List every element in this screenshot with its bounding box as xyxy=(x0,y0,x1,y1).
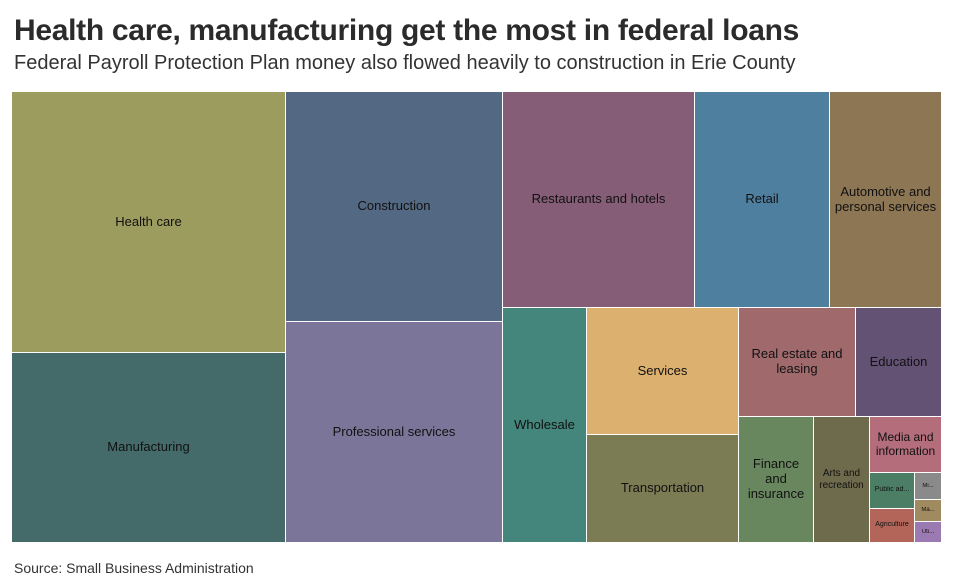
treemap-tile-restaurants-and-hotels: Restaurants and hotels xyxy=(503,92,695,308)
treemap-tile-label: Arts and recreation xyxy=(819,468,864,491)
treemap-tile-uti: Uti... xyxy=(915,522,942,543)
treemap-tile-label: Agriculture xyxy=(875,521,909,529)
treemap-tile-label: Real estate and leasing xyxy=(751,347,843,376)
treemap-tile-wholesale: Wholesale xyxy=(503,308,587,543)
treemap-tile-label: Wholesale xyxy=(514,417,575,432)
treemap-tile-label: Services xyxy=(637,363,688,378)
treemap-tile-services: Services xyxy=(587,308,739,435)
treemap-tile-retail: Retail xyxy=(695,92,830,308)
treemap-tile-label: Ma... xyxy=(921,507,935,514)
treemap-tile-professional-services: Professional services xyxy=(286,322,503,543)
treemap-tile-label: Restaurants and hotels xyxy=(531,192,666,207)
treemap-tile-label: Automotive and personal services xyxy=(834,184,937,214)
treemap-tile-label: Health care xyxy=(115,214,182,229)
treemap-tile-label: Education xyxy=(869,354,928,369)
treemap-tile-label: Uti... xyxy=(921,528,935,535)
treemap-tile-label: Transportation xyxy=(620,481,705,496)
chart-subtitle: Federal Payroll Protection Plan money al… xyxy=(14,52,796,74)
treemap-tile-label: Manufacturing xyxy=(107,440,190,455)
treemap-tile-transportation: Transportation xyxy=(587,435,739,543)
treemap-tile-finance-and-insurance: Finance and insurance xyxy=(739,417,814,543)
treemap-tile-label: Public ad... xyxy=(874,486,910,494)
treemap-tile-real-estate-and-leasing: Real estate and leasing xyxy=(739,308,856,417)
treemap-tile-construction: Construction xyxy=(286,92,503,322)
treemap-tile-agriculture: Agriculture xyxy=(870,509,915,543)
source-note: Source: Small Business Administration xyxy=(14,560,254,576)
treemap-tile-mi: Mi... xyxy=(915,473,942,500)
treemap-tile-manufacturing: Manufacturing xyxy=(12,353,286,543)
treemap-tile-arts-and-recreation: Arts and recreation xyxy=(814,417,870,543)
treemap-tile-label: Finance and insurance xyxy=(747,457,805,501)
treemap-tile-label: Construction xyxy=(357,199,431,214)
treemap-tile-media-and-information: Media and information xyxy=(870,417,942,473)
chart-title: Health care, manufacturing get the most … xyxy=(14,14,800,47)
treemap-tile-label: Media and information xyxy=(875,430,936,458)
treemap-tile-education: Education xyxy=(856,308,942,417)
treemap-tile-public-ad: Public ad... xyxy=(870,473,915,509)
treemap-tile-health-care: Health care xyxy=(12,92,286,353)
treemap-tile-label: Mi... xyxy=(922,482,934,489)
treemap-tile-automotive-and-personal-services: Automotive and personal services xyxy=(830,92,942,308)
treemap-tile-ma: Ma... xyxy=(915,500,942,522)
treemap-tile-label: Retail xyxy=(745,192,779,207)
treemap-chart: Health care Manufacturing Construction Prof… xyxy=(12,92,942,543)
treemap-tile-label: Professional services xyxy=(332,424,456,439)
